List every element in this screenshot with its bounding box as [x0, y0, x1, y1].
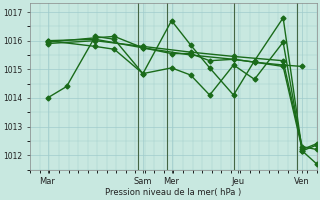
X-axis label: Pression niveau de la mer( hPa ): Pression niveau de la mer( hPa )	[105, 188, 242, 197]
